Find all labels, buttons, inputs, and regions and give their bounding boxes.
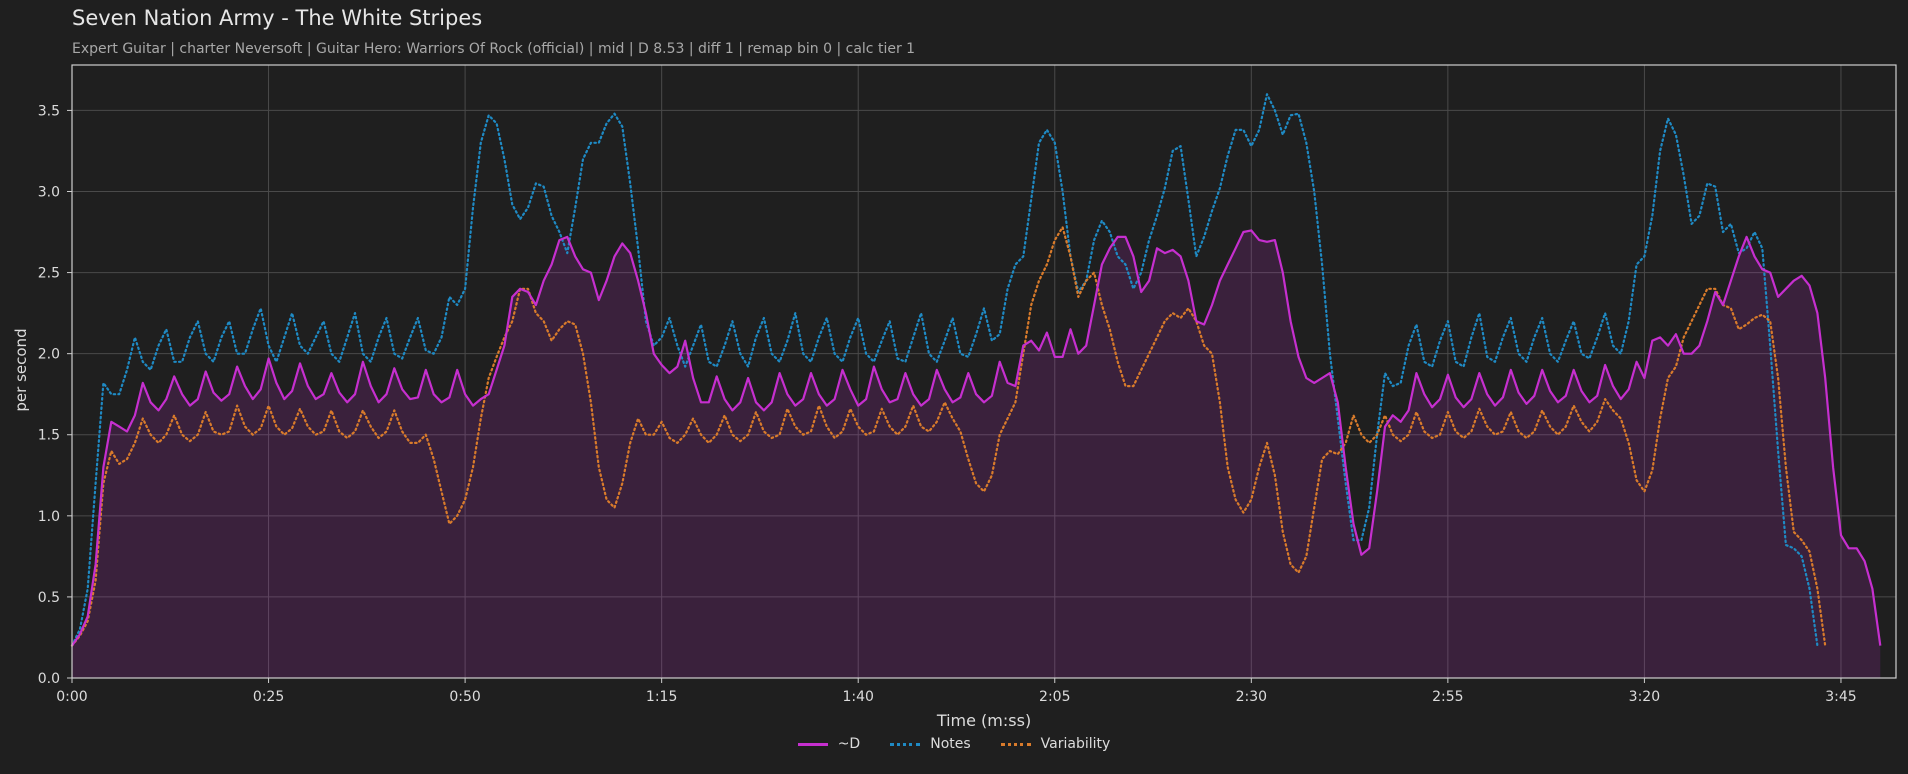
- y-tick-label: 2.0: [38, 347, 60, 363]
- series-line-variability: [70, 226, 1827, 647]
- y-tick-label: 0.0: [38, 671, 60, 687]
- legend-item: Variability: [1000, 736, 1111, 752]
- y-tick-label: 0.5: [38, 590, 60, 606]
- legend-label: Notes: [930, 736, 971, 752]
- plot-border: [71, 64, 1897, 679]
- y-tick-label: 2.5: [38, 266, 60, 282]
- plot-frame: [71, 64, 1897, 679]
- axis-ticks: 0:00 0:25 0:50 1:15 1:40 2:05 2:30 2:55 3:20 3:45…: [38, 103, 1857, 705]
- x-tick-label: 1:40: [842, 689, 873, 705]
- x-tick-label: 2:30: [1236, 689, 1267, 705]
- y-tick-label: 3.5: [38, 103, 60, 119]
- grid-lines: [71, 65, 1896, 679]
- legend-swatch: [1000, 742, 1031, 746]
- series-line-notes: [70, 93, 1819, 647]
- y-tick-label: 1.0: [38, 509, 60, 525]
- series-area-fill: [72, 230, 1881, 678]
- x-tick-label: 1:15: [646, 689, 677, 705]
- x-tick-label: 0:00: [56, 689, 87, 705]
- legend-label: Variability: [1040, 736, 1111, 752]
- plot-area: [72, 65, 1896, 678]
- legend-swatch: [797, 742, 828, 746]
- x-tick-label: 2:05: [1039, 689, 1070, 705]
- legend-item: Notes: [890, 736, 971, 752]
- legend-label: ~D: [837, 736, 861, 752]
- series-line-d: [71, 229, 1882, 647]
- x-tick-label: 2:55: [1432, 689, 1463, 705]
- series-lines: [70, 93, 1882, 647]
- chart-title: Seven Nation Army - The White Stripes: [72, 6, 483, 30]
- y-axis-label: per second: [12, 328, 30, 411]
- y-tick-label: 1.5: [38, 428, 60, 444]
- x-tick-label: 3:45: [1825, 689, 1856, 705]
- legend-swatch: [890, 742, 921, 746]
- x-tick-label: 0:50: [449, 689, 480, 705]
- x-axis-label: Time (m:ss): [936, 711, 1031, 730]
- x-tick-label: 3:20: [1629, 689, 1660, 705]
- legend-item: ~D: [797, 736, 861, 752]
- area-fill: [72, 230, 1881, 678]
- y-tick-label: 3.0: [38, 184, 60, 200]
- x-tick-label: 0:25: [253, 689, 284, 705]
- chart-subtitle: Expert Guitar | charter Neversoft | Guit…: [72, 41, 916, 57]
- chart-legend: ~D Notes Variability: [0, 736, 1908, 752]
